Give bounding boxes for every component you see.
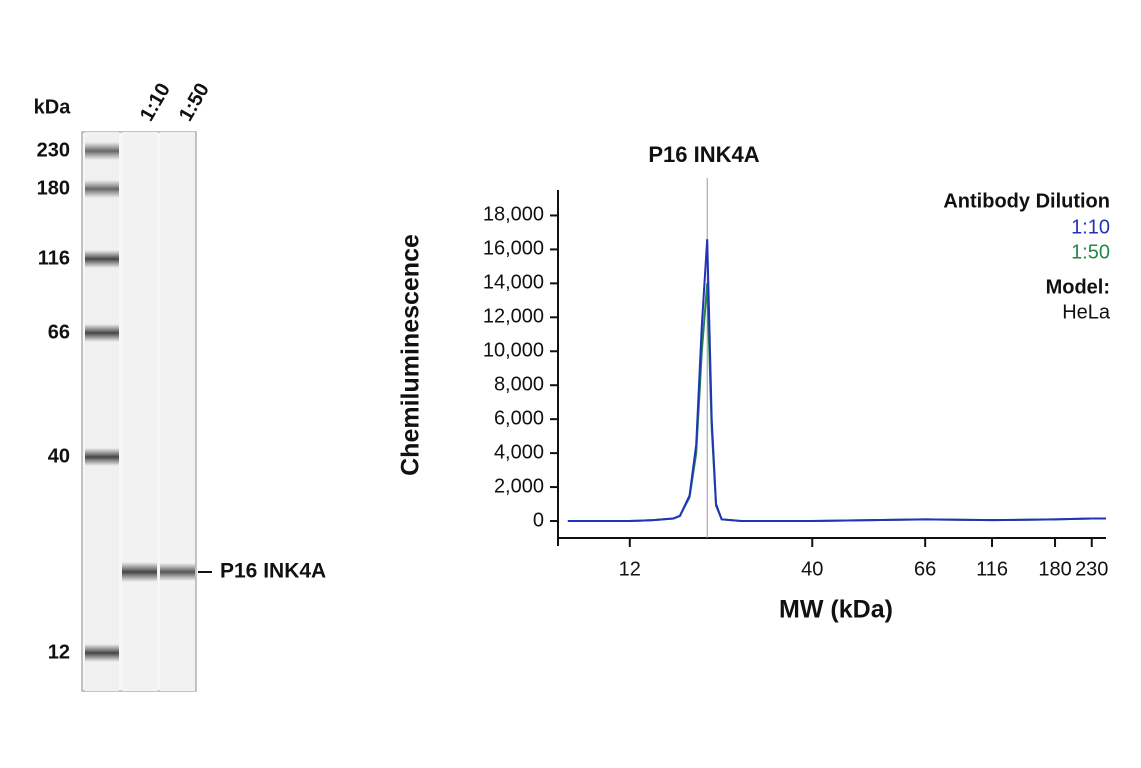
model: HeLa (1062, 301, 1111, 323)
ladder-band (85, 448, 119, 466)
lane-label: 1:10 (136, 79, 175, 125)
y-tick-label: 12,000 (483, 306, 544, 328)
y-tick-label: 14,000 (483, 272, 544, 294)
marker-label: 230 (37, 139, 70, 161)
y-tick-label: 8,000 (494, 374, 544, 396)
x-axis-label: MW (kDa) (779, 596, 893, 624)
unit-label: kDa (34, 96, 72, 118)
marker-label: 12 (48, 641, 70, 663)
y-axis-label: Chemiluminescence (397, 234, 425, 476)
y-tick-label: 6,000 (494, 407, 544, 429)
sample-band (122, 562, 157, 582)
ladder-lane (85, 132, 119, 691)
y-tick-label: 4,000 (494, 441, 544, 463)
ladder-band (85, 324, 119, 342)
x-tick-label: 116 (976, 558, 1008, 580)
ladder-band (85, 180, 119, 198)
ladder-band (85, 250, 119, 268)
sample-band (160, 563, 195, 581)
model-label: Model: (1046, 276, 1110, 298)
x-tick-label: 40 (801, 558, 823, 580)
legend-entry: 1:50 (1071, 241, 1110, 263)
marker-label: 40 (48, 445, 70, 467)
series-line (567, 239, 1106, 523)
chart-title: P16 INK4A (648, 142, 759, 167)
x-tick-label: 66 (914, 558, 936, 580)
x-tick-label: 12 (619, 558, 641, 580)
marker-label: 66 (48, 321, 70, 343)
lane (160, 132, 195, 691)
y-tick-label: 2,000 (494, 475, 544, 497)
lane (122, 132, 158, 691)
series-line (567, 283, 1106, 523)
legend-title: Antibody Dilution (943, 190, 1110, 212)
lane-label: 1:50 (175, 79, 214, 125)
legend-entry: 1:10 (1071, 216, 1110, 238)
marker-label: 116 (38, 247, 70, 269)
y-tick-label: 10,000 (483, 340, 544, 362)
x-tick-label: 180 (1038, 558, 1071, 580)
band-label: P16 INK4A (220, 560, 326, 583)
ladder-band (85, 644, 119, 662)
y-tick-label: 16,000 (483, 238, 544, 260)
x-tick-label: 230 (1075, 558, 1108, 580)
marker-label: 180 (37, 177, 70, 199)
y-tick-label: 0 (533, 509, 544, 531)
ladder-band (85, 142, 119, 160)
y-tick-label: 18,000 (483, 204, 544, 226)
